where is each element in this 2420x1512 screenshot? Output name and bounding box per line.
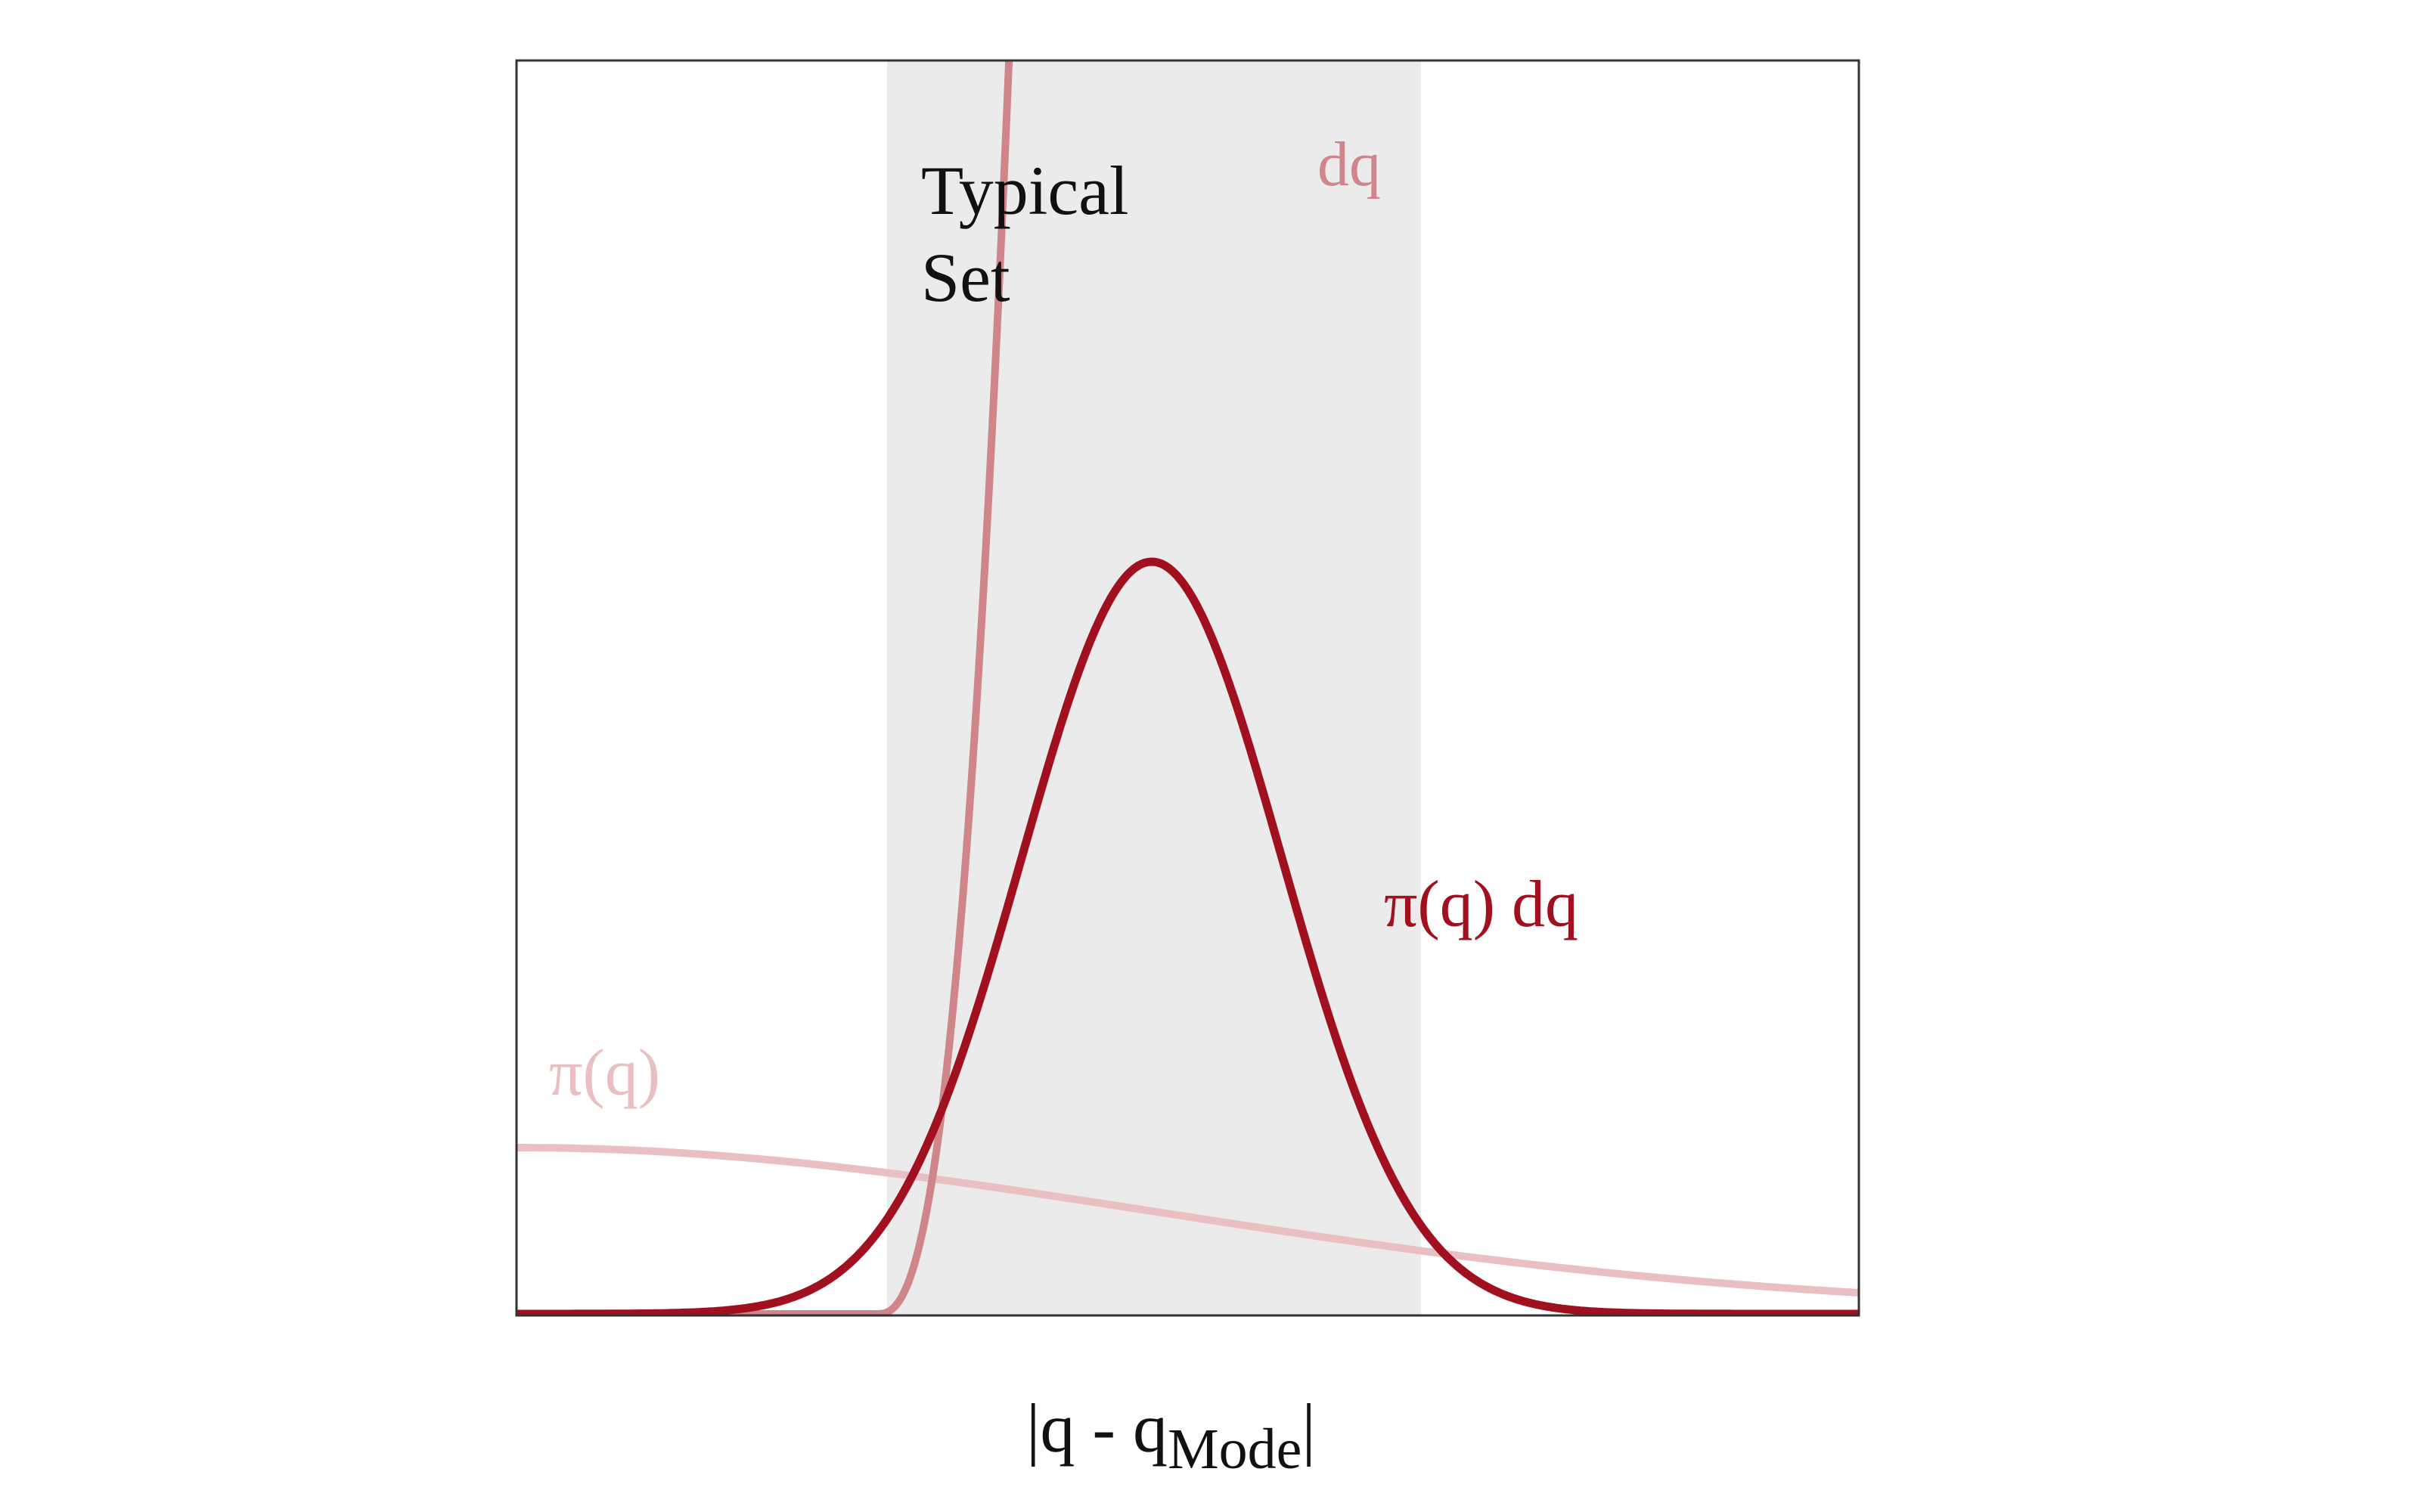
x-axis-label-end: | [1302, 1390, 1315, 1467]
x-axis-label: |q - qMode| [1026, 1390, 1316, 1481]
plot-frame [515, 59, 1860, 1317]
typical-set-label: Typical Set [921, 152, 1146, 316]
x-axis-label-main: |q - q [1026, 1390, 1168, 1467]
density-curve [517, 1144, 1859, 1297]
product-curve-label: π(q) dq [1384, 868, 1578, 941]
typical-set-label-line1: Typical [921, 152, 1129, 229]
product-curve [517, 557, 1859, 1315]
typical-set-label-line2: Set [921, 239, 1010, 316]
x-axis-label-subscript: Mode [1168, 1418, 1302, 1481]
volume-curve-label: dq [1317, 129, 1381, 200]
density-curve-label: π(q) [549, 1036, 660, 1110]
